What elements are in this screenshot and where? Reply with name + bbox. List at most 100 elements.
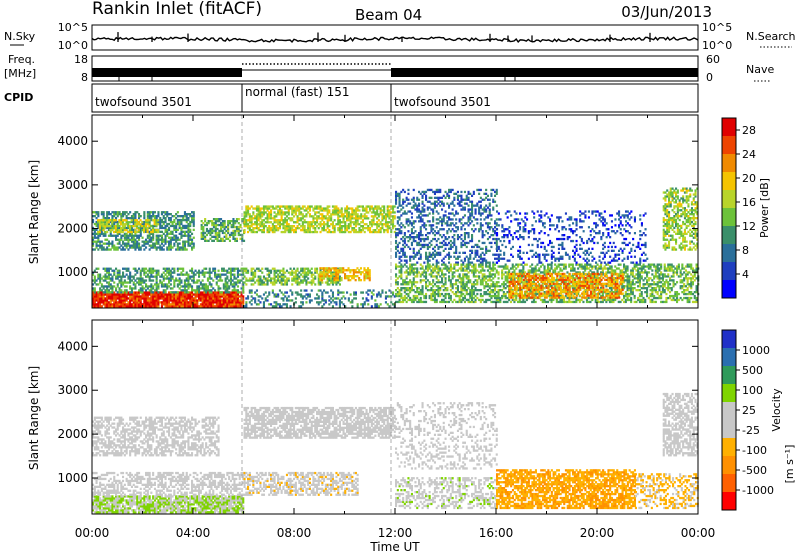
echo-cell — [410, 281, 413, 284]
echo-cell — [345, 277, 348, 280]
echo-cell — [204, 237, 207, 240]
echo-cell — [342, 303, 345, 306]
echo-cell — [152, 232, 155, 235]
echo-cell — [148, 301, 151, 304]
echo-cell — [104, 291, 107, 294]
echo-cell — [469, 216, 472, 219]
echo-cell — [419, 212, 422, 215]
echo-cell — [278, 279, 281, 282]
echo-cell — [471, 208, 474, 211]
echo-cell — [446, 192, 449, 195]
echo-cell — [317, 227, 320, 230]
echo-cell — [479, 261, 482, 264]
echo-cell — [145, 305, 148, 308]
echo-cell — [395, 251, 398, 254]
echo-cell — [122, 211, 125, 214]
echo-cell — [153, 269, 156, 272]
echo-cell — [116, 271, 119, 274]
echo-cell — [214, 237, 217, 240]
echo-cell — [349, 230, 352, 234]
echo-cell — [175, 291, 178, 294]
echo-cell — [300, 295, 303, 298]
echo-cell — [264, 217, 267, 220]
echo-cell — [160, 283, 163, 286]
echo-cell — [93, 277, 96, 280]
echo-cell — [220, 229, 223, 233]
echo-cell — [214, 301, 217, 304]
echo-cell — [448, 255, 451, 258]
echo-cell — [403, 241, 406, 245]
echo-cell — [125, 211, 128, 214]
echo-cell — [296, 275, 299, 278]
echo-cell — [198, 299, 201, 302]
echo-cell — [463, 228, 466, 231]
echo-cell — [277, 219, 280, 222]
echo-cell — [368, 269, 371, 272]
echo-cell — [227, 225, 230, 229]
echo-cell — [123, 211, 126, 214]
echo-cell — [247, 205, 250, 208]
echo-cell — [97, 295, 100, 298]
echo-cell — [187, 283, 190, 286]
echo-cell — [444, 267, 447, 270]
echo-cell — [171, 295, 174, 298]
echo-cell — [379, 223, 382, 226]
echo-cell — [262, 229, 265, 232]
echo-cell — [437, 247, 440, 250]
echo-cell — [109, 248, 112, 251]
echo-cell — [456, 275, 459, 278]
echo-cell — [180, 232, 183, 235]
echo-cell — [115, 277, 118, 280]
echo-cell — [125, 295, 128, 298]
echo-cell — [216, 237, 219, 240]
echo-cell — [395, 198, 398, 201]
echo-cell — [437, 279, 440, 282]
echo-cell — [125, 229, 128, 232]
echo-cell — [310, 281, 313, 284]
echo-cell — [233, 283, 236, 286]
echo-cell — [298, 227, 301, 230]
echo-cell — [111, 211, 114, 214]
echo-cell — [166, 211, 169, 214]
echo-cell — [442, 216, 445, 219]
echo-cell — [230, 231, 233, 235]
echo-cell — [423, 226, 426, 229]
echo-cell — [129, 305, 132, 308]
echo-cell — [107, 242, 110, 245]
echo-cell — [396, 283, 399, 286]
echo-cell — [444, 300, 447, 304]
echo-cell — [460, 298, 463, 302]
echo-cell — [259, 301, 262, 304]
echo-cell — [407, 236, 410, 239]
echo-cell — [368, 277, 371, 280]
echo-cell — [132, 267, 135, 270]
echo-cell — [115, 305, 118, 308]
echo-cell — [203, 285, 206, 288]
echo-cell — [116, 269, 119, 272]
echo-cell — [316, 297, 319, 300]
echo-cell — [367, 217, 370, 220]
echo-cell — [370, 205, 373, 208]
echo-cell — [205, 303, 208, 306]
echo-cell — [277, 227, 280, 230]
echo-cell — [403, 239, 406, 243]
echo-cell — [241, 237, 244, 240]
echo-cell — [191, 271, 194, 274]
echo-cell — [465, 241, 468, 245]
echo-cell — [242, 283, 245, 286]
echo-cell — [284, 283, 287, 286]
echo-cell — [270, 229, 273, 232]
echo-cell — [483, 210, 486, 213]
echo-cell — [330, 213, 333, 216]
echo-cell — [402, 224, 405, 227]
echo-cell — [169, 279, 172, 282]
echo-cell — [92, 301, 95, 304]
echo-cell — [252, 275, 255, 278]
echo-cell — [99, 291, 102, 294]
echo-cell — [120, 305, 123, 308]
echo-cell — [435, 300, 438, 304]
echo-cell — [136, 271, 139, 274]
echo-cell — [199, 295, 202, 298]
echo-cell — [107, 269, 110, 272]
echo-cell — [106, 267, 109, 270]
